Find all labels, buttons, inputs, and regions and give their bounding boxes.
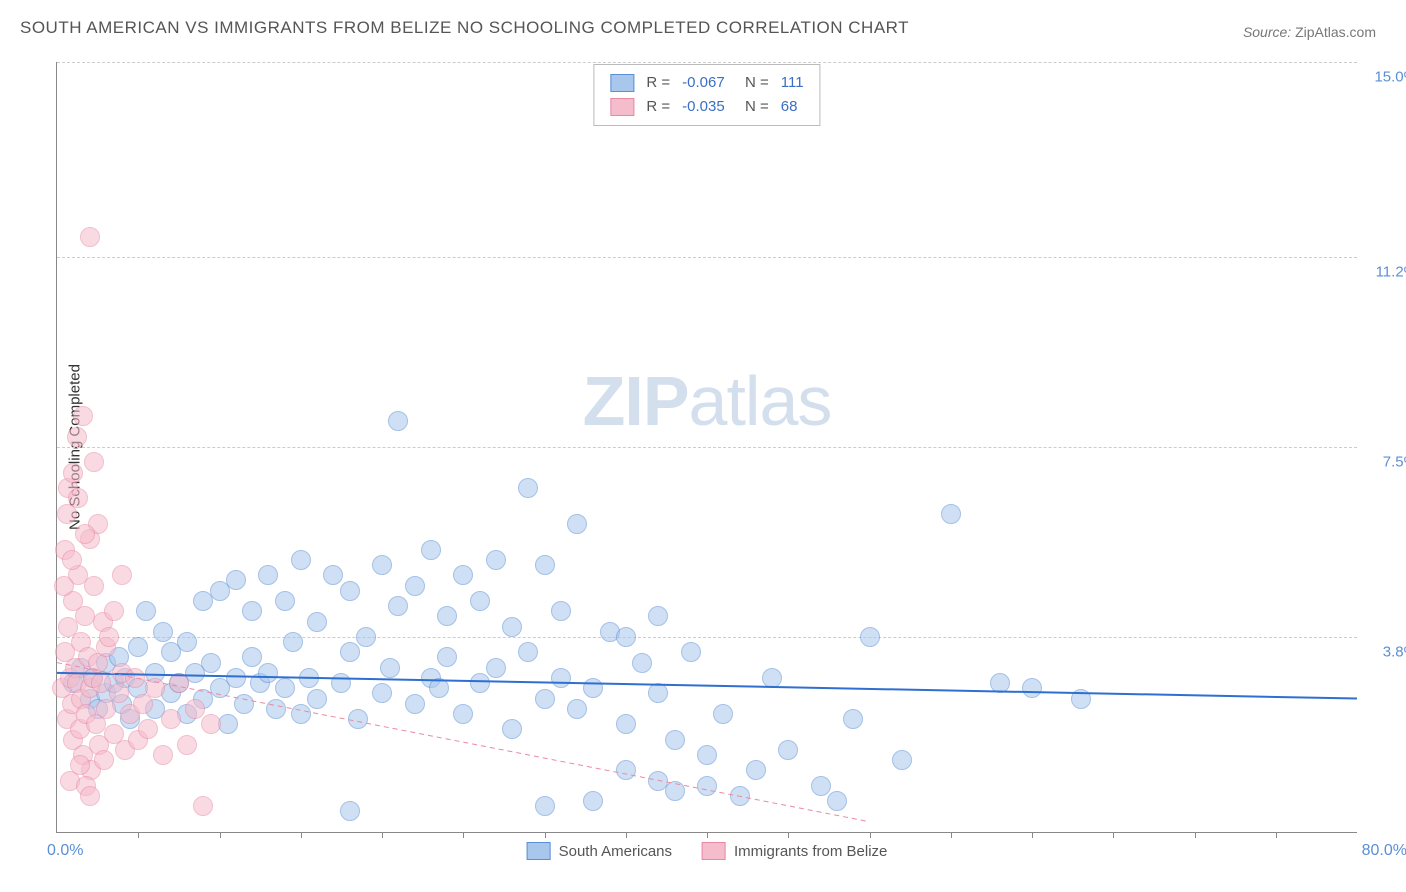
x-tick [1195,832,1196,838]
x-tick [545,832,546,838]
legend-swatch [610,74,634,92]
plot-area: ZIPatlas No Schooling Completed 3.8%7.5%… [56,62,1357,833]
x-tick [1276,832,1277,838]
legend-n-value: 68 [781,95,798,119]
x-tick [951,832,952,838]
trendline-south_americans [57,673,1357,699]
x-tick [626,832,627,838]
legend-bottom: South Americans Immigrants from Belize [527,842,888,860]
x-tick [382,832,383,838]
x-tick [301,832,302,838]
legend-swatch [610,98,634,116]
source-credit: Source: ZipAtlas.com [1243,24,1376,40]
legend-r-label: R = [646,71,670,95]
x-label-left: 0.0% [47,842,83,860]
x-tick [707,832,708,838]
legend-n-label: N = [737,71,769,95]
legend-swatch [527,842,551,860]
legend-label: South Americans [559,843,672,860]
legend-stats-row: R = -0.035 N = 68 [610,95,803,119]
legend-swatch [702,842,726,860]
x-tick [220,832,221,838]
legend-stats: R = -0.067 N = 111R = -0.035 N = 68 [593,64,820,126]
x-tick [870,832,871,838]
legend-item: South Americans [527,842,672,860]
y-tick-label: 11.2% [1376,264,1406,281]
chart-title: SOUTH AMERICAN VS IMMIGRANTS FROM BELIZE… [20,18,909,38]
y-tick-label: 15.0% [1374,69,1406,86]
x-tick [463,832,464,838]
x-label-right: 80.0% [1362,842,1406,860]
legend-stats-row: R = -0.067 N = 111 [610,71,803,95]
x-tick [1113,832,1114,838]
legend-r-label: R = [646,95,670,119]
legend-r-value: -0.067 [682,71,725,95]
legend-n-label: N = [737,95,769,119]
y-tick-label: 3.8% [1383,643,1406,660]
trend-layer [57,62,1357,832]
source-label: Source: [1243,24,1291,40]
legend-r-value: -0.035 [682,95,725,119]
legend-item: Immigrants from Belize [702,842,887,860]
y-tick-label: 7.5% [1383,454,1406,471]
legend-label: Immigrants from Belize [734,843,887,860]
source-value: ZipAtlas.com [1295,24,1376,40]
chart-container: SOUTH AMERICAN VS IMMIGRANTS FROM BELIZE… [0,0,1406,892]
x-tick [1032,832,1033,838]
x-tick [788,832,789,838]
legend-n-value: 111 [781,71,804,95]
x-tick [138,832,139,838]
